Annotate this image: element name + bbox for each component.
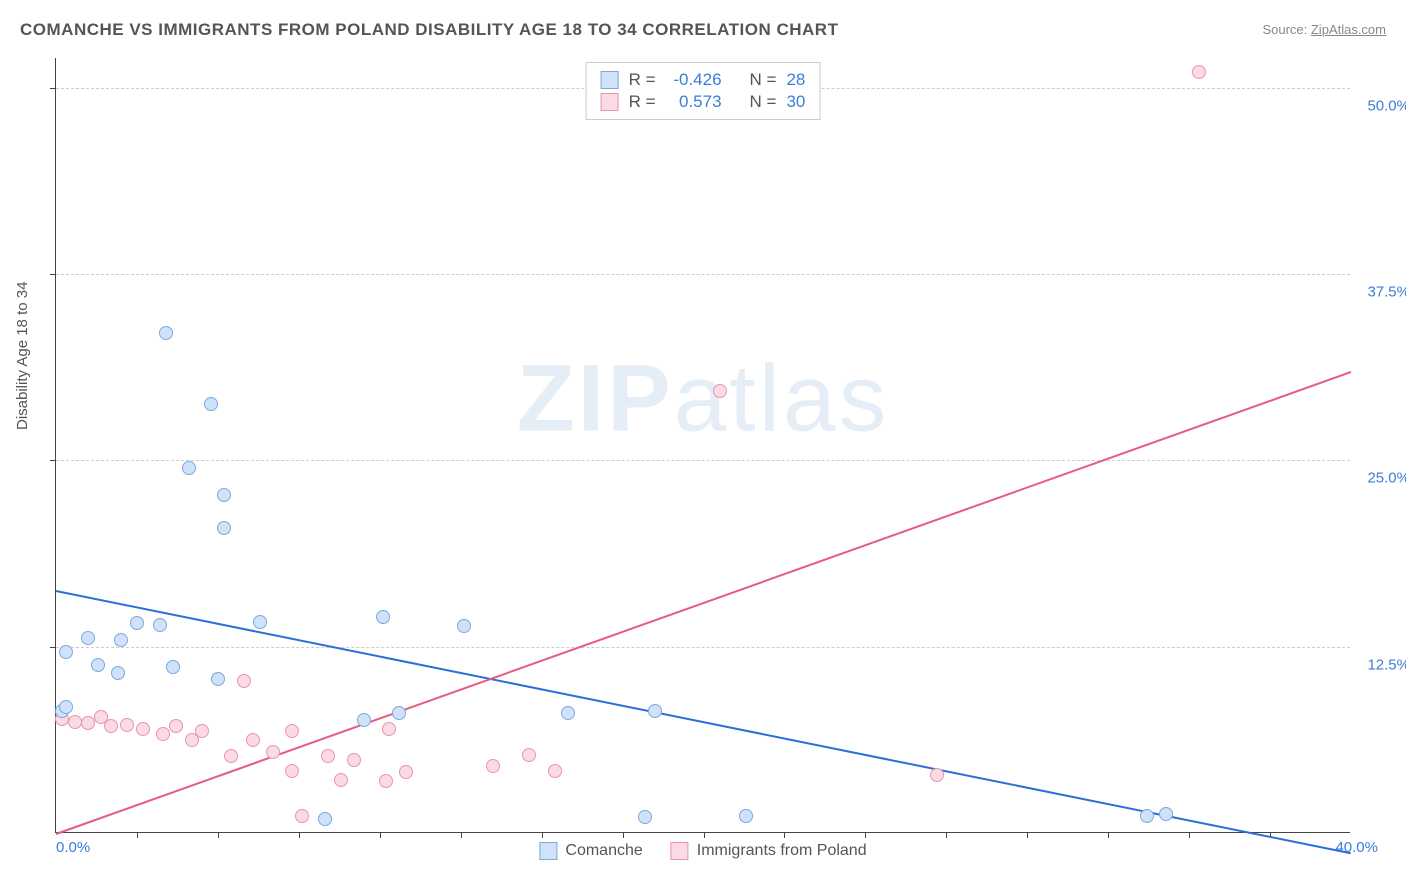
data-point-poland (156, 727, 170, 741)
y-tick (50, 647, 56, 648)
y-tick (50, 88, 56, 89)
swatch-poland-bottom (671, 842, 689, 860)
data-point-poland (169, 719, 183, 733)
data-point-comanche (1140, 809, 1154, 823)
data-point-comanche (153, 618, 167, 632)
data-point-comanche (457, 619, 471, 633)
data-point-poland (486, 759, 500, 773)
chart-plot-area: ZIPatlas R = -0.426 N = 28 R = 0.573 N =… (55, 58, 1350, 833)
data-point-comanche (204, 397, 218, 411)
data-point-comanche (130, 616, 144, 630)
x-tick (1027, 832, 1028, 838)
trendline (56, 590, 1351, 854)
data-point-poland (379, 774, 393, 788)
y-tick (50, 460, 56, 461)
data-point-comanche (211, 672, 225, 686)
source-link[interactable]: ZipAtlas.com (1311, 22, 1386, 37)
data-point-poland (548, 764, 562, 778)
x-tick (542, 832, 543, 838)
data-point-comanche (59, 645, 73, 659)
x-tick (218, 832, 219, 838)
y-tick (50, 274, 56, 275)
data-point-comanche (182, 461, 196, 475)
data-point-poland (1192, 65, 1206, 79)
y-tick-label: 37.5% (1367, 284, 1406, 301)
data-point-poland (347, 753, 361, 767)
data-point-comanche (376, 610, 390, 624)
data-point-comanche (91, 658, 105, 672)
y-axis-label: Disability Age 18 to 34 (14, 282, 31, 430)
data-point-comanche (217, 521, 231, 535)
data-point-poland (266, 745, 280, 759)
x-tick (137, 832, 138, 838)
data-point-poland (68, 715, 82, 729)
chart-title: COMANCHE VS IMMIGRANTS FROM POLAND DISAB… (20, 20, 838, 40)
data-point-poland (285, 724, 299, 738)
x-tick (1189, 832, 1190, 838)
data-point-poland (246, 733, 260, 747)
data-point-poland (930, 768, 944, 782)
swatch-poland (601, 93, 619, 111)
swatch-comanche (601, 71, 619, 89)
x-tick (299, 832, 300, 838)
data-point-comanche (253, 615, 267, 629)
x-tick (1108, 832, 1109, 838)
data-point-poland (382, 722, 396, 736)
data-point-poland (522, 748, 536, 762)
x-tick (380, 832, 381, 838)
legend-item-poland: Immigrants from Poland (671, 842, 867, 860)
gridline (56, 274, 1350, 275)
x-tick (704, 832, 705, 838)
data-point-poland (237, 674, 251, 688)
x-tick (946, 832, 947, 838)
data-point-comanche (561, 706, 575, 720)
x-tick (623, 832, 624, 838)
data-point-comanche (166, 660, 180, 674)
data-point-poland (713, 384, 727, 398)
source-attribution: Source: ZipAtlas.com (1262, 22, 1386, 37)
data-point-poland (399, 765, 413, 779)
y-tick-label: 50.0% (1367, 97, 1406, 114)
x-tick (461, 832, 462, 838)
data-point-comanche (638, 810, 652, 824)
swatch-comanche-bottom (539, 842, 557, 860)
data-point-poland (285, 764, 299, 778)
x-tick (865, 832, 866, 838)
data-point-comanche (318, 812, 332, 826)
data-point-poland (334, 773, 348, 787)
x-tick (784, 832, 785, 838)
data-point-poland (120, 718, 134, 732)
legend-row-comanche: R = -0.426 N = 28 (601, 69, 806, 91)
data-point-comanche (111, 666, 125, 680)
series-legend: Comanche Immigrants from Poland (539, 842, 866, 860)
data-point-comanche (159, 326, 173, 340)
data-point-comanche (217, 488, 231, 502)
data-point-comanche (114, 633, 128, 647)
data-point-poland (104, 719, 118, 733)
x-axis-max-label: 40.0% (1335, 839, 1378, 856)
data-point-poland (321, 749, 335, 763)
data-point-poland (224, 749, 238, 763)
gridline (56, 460, 1350, 461)
x-axis-min-label: 0.0% (56, 839, 90, 856)
data-point-comanche (739, 809, 753, 823)
data-point-comanche (392, 706, 406, 720)
data-point-poland (295, 809, 309, 823)
y-tick-label: 25.0% (1367, 470, 1406, 487)
data-point-poland (195, 724, 209, 738)
data-point-comanche (81, 631, 95, 645)
data-point-comanche (59, 700, 73, 714)
watermark: ZIPatlas (517, 344, 889, 453)
data-point-comanche (1159, 807, 1173, 821)
y-tick-label: 12.5% (1367, 656, 1406, 673)
data-point-poland (136, 722, 150, 736)
data-point-comanche (357, 713, 371, 727)
gridline (56, 647, 1350, 648)
legend-item-comanche: Comanche (539, 842, 642, 860)
data-point-comanche (648, 704, 662, 718)
data-point-poland (81, 716, 95, 730)
legend-row-poland: R = 0.573 N = 30 (601, 91, 806, 113)
correlation-legend: R = -0.426 N = 28 R = 0.573 N = 30 (586, 62, 821, 120)
